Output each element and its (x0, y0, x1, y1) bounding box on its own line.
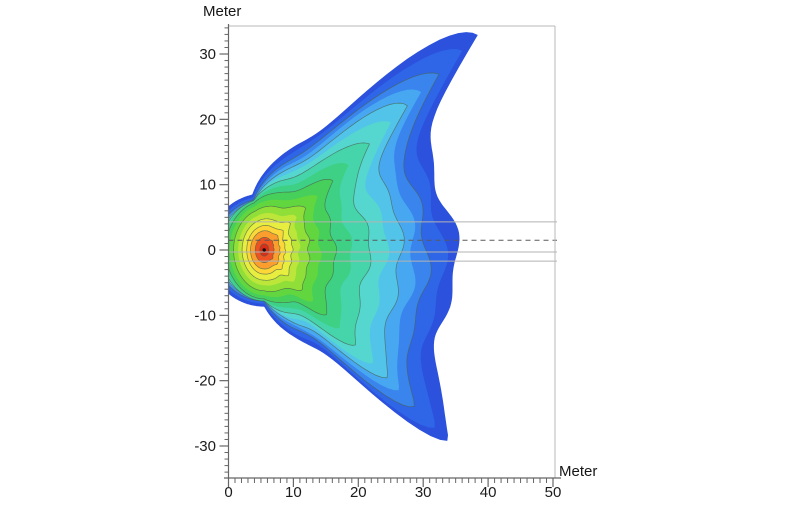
y-tick-label: -30 (194, 438, 216, 455)
contour-bands-layer (228, 32, 478, 441)
y-tick-label: -10 (194, 307, 216, 324)
y-axis: -30 -20 -10 0 10 20 30 (194, 27, 229, 473)
hotspot-marker-dot (262, 248, 266, 252)
y-tick-label: 30 (199, 46, 216, 63)
y-tick-label: 10 (199, 177, 216, 194)
x-tick-label: 20 (350, 484, 367, 501)
x-tick-label: 0 (224, 484, 232, 501)
y-tick-label: -20 (194, 373, 216, 390)
reference-lines-layer (228, 221, 557, 262)
y-tick-label: 0 (208, 242, 216, 259)
x-tick-label: 50 (545, 484, 562, 501)
x-tick-label: 30 (415, 484, 432, 501)
x-axis-title: Meter (559, 463, 597, 480)
y-tick-label: 20 (199, 111, 216, 128)
x-tick-label: 40 (480, 484, 497, 501)
y-axis-title: Meter (203, 3, 241, 20)
x-axis: 0 10 20 30 40 50 (224, 478, 561, 501)
x-tick-label: 10 (285, 484, 302, 501)
